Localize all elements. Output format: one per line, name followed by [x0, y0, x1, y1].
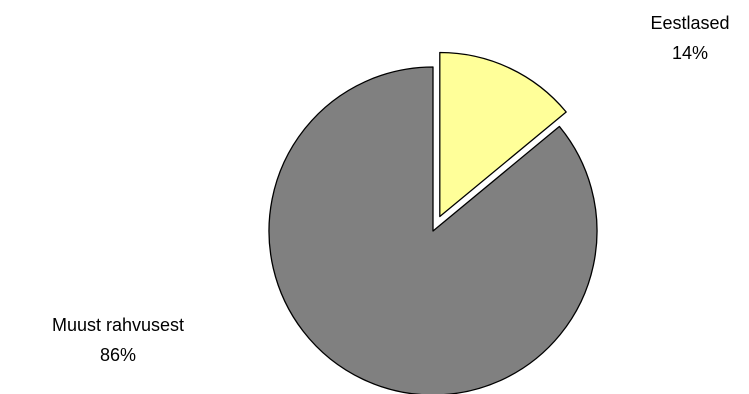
slice-label-muust-rahvusest: Muust rahvusest — [52, 315, 184, 335]
pie-slice-muust-rahvusest — [268, 66, 598, 394]
pie-slice-eestlased — [439, 51, 567, 218]
slice-value-label-muust-rahvusest: 86% — [100, 345, 136, 365]
slice-value-label-eestlased: 14% — [672, 43, 708, 63]
slice-label-eestlased: Eestlased — [650, 13, 729, 33]
